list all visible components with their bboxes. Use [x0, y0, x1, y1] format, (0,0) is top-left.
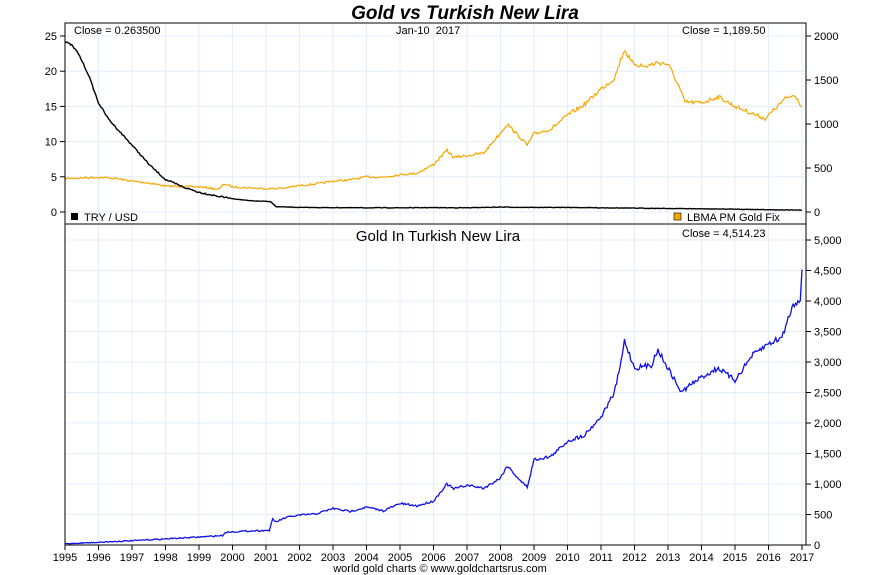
y-left-tick-label: 0 — [51, 207, 57, 219]
gridlines — [64, 24, 805, 544]
y-right-tick-label-upper: 1000 — [814, 119, 838, 131]
try-legend-label: TRY / USD — [84, 212, 138, 224]
y-right-tick-label-upper: 2000 — [814, 31, 838, 43]
gold-legend-swatch — [673, 212, 682, 221]
x-tick-label: 2000 — [220, 552, 244, 564]
x-tick-label: 1999 — [187, 552, 211, 564]
y-right-tick-label-upper: 0 — [814, 207, 820, 219]
lower-plot — [65, 269, 803, 545]
date-label: Jan-10 2017 — [396, 25, 460, 37]
gold-usd-line — [64, 50, 803, 191]
x-tick-label: 2005 — [388, 552, 412, 564]
footer-credit: world gold charts © www.goldchartsrus.co… — [332, 563, 547, 575]
gold-try-line — [65, 269, 803, 545]
x-tick-label: 2002 — [287, 552, 311, 564]
chart-title: Gold vs Turkish New Lira — [351, 3, 579, 24]
y-right-tick-label-upper: 1500 — [814, 75, 838, 87]
x-tick-label: 2017 — [790, 552, 814, 564]
lower-panel-title: Gold In Turkish New Lira — [356, 228, 521, 245]
x-tick-label: 2007 — [455, 552, 479, 564]
x-tick-label: 2009 — [522, 552, 546, 564]
x-tick-label: 2012 — [622, 552, 646, 564]
gold-close-label: Close = 1,189.50 — [682, 25, 765, 37]
x-tick-label: 2008 — [488, 552, 512, 564]
y-left-tick-label: 25 — [45, 31, 57, 43]
y-right-tick-label-lower: 4,500 — [814, 266, 842, 278]
y-right-tick-label-upper: 500 — [814, 163, 832, 175]
x-tick-label: 1996 — [86, 552, 110, 564]
y-right-tick-label-lower: 2,500 — [814, 388, 842, 400]
y-left-tick-label: 15 — [45, 101, 57, 113]
x-tick-label: 2001 — [254, 552, 278, 564]
try-legend-swatch — [71, 213, 78, 220]
y-right-tick-label-lower: 3,500 — [814, 327, 842, 339]
x-tick-label: 2004 — [354, 552, 378, 564]
y-right-tick-label-lower: 2,000 — [814, 418, 842, 430]
y-left-tick-label: 5 — [51, 172, 57, 184]
x-tick-label: 1998 — [153, 552, 177, 564]
x-tick-label: 2006 — [421, 552, 445, 564]
y-right-tick-label-lower: 4,000 — [814, 296, 842, 308]
x-tick-label: 1995 — [53, 552, 77, 564]
gold-legend-label: LBMA PM Gold Fix — [687, 212, 780, 224]
upper-plot — [64, 40, 803, 211]
y-right-tick-label-lower: 5,000 — [814, 235, 842, 247]
x-tick-label: 2014 — [689, 552, 713, 564]
y-left-tick-label: 10 — [45, 137, 57, 149]
plot-frame — [64, 22, 807, 546]
x-tick-label: 2016 — [756, 552, 780, 564]
y-right-tick-label-lower: 0 — [814, 540, 820, 552]
try-usd-line — [64, 40, 802, 211]
x-tick-label: 2011 — [589, 552, 613, 564]
y-left-tick-label: 20 — [45, 66, 57, 78]
y-right-tick-label-lower: 1,000 — [814, 479, 842, 491]
y-right-tick-label-lower: 1,500 — [814, 449, 842, 461]
x-tick-label: 2015 — [723, 552, 747, 564]
x-tick-label: 2010 — [555, 552, 579, 564]
try-close-label: Close = 0.263500 — [74, 25, 161, 37]
axes: 1995 1996 1997 1998 1999 2000 2001 2002 2003 2004… — [45, 31, 842, 564]
gold-try-close-label: Close = 4,514.23 — [682, 228, 765, 240]
y-right-tick-label-lower: 3,000 — [814, 357, 842, 369]
x-tick-label: 2003 — [321, 552, 345, 564]
y-right-tick-label-lower: 500 — [814, 510, 832, 522]
x-tick-label: 2013 — [656, 552, 680, 564]
x-tick-label: 1997 — [120, 552, 144, 564]
